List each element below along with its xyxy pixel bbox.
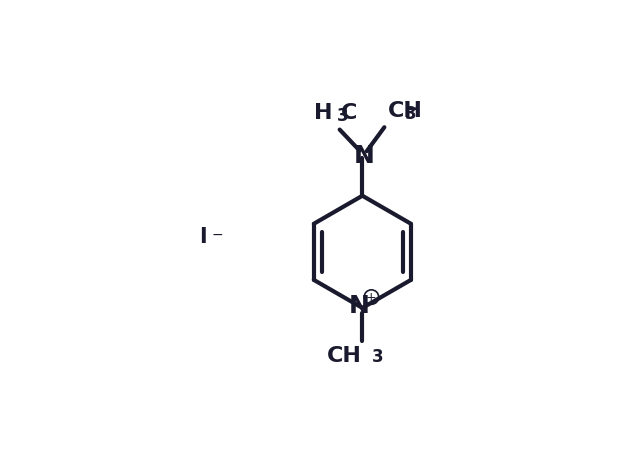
Text: H: H [314,103,332,123]
Text: +: + [366,290,377,304]
Text: CH: CH [327,346,362,366]
Text: 3: 3 [371,348,383,367]
Text: C: C [340,103,357,123]
Text: I: I [199,227,207,247]
Text: 3: 3 [337,107,348,125]
Text: N: N [354,144,374,168]
Text: CH: CH [388,101,423,121]
Text: −: − [211,227,223,242]
Text: N: N [349,294,370,318]
Text: 3: 3 [405,104,417,123]
